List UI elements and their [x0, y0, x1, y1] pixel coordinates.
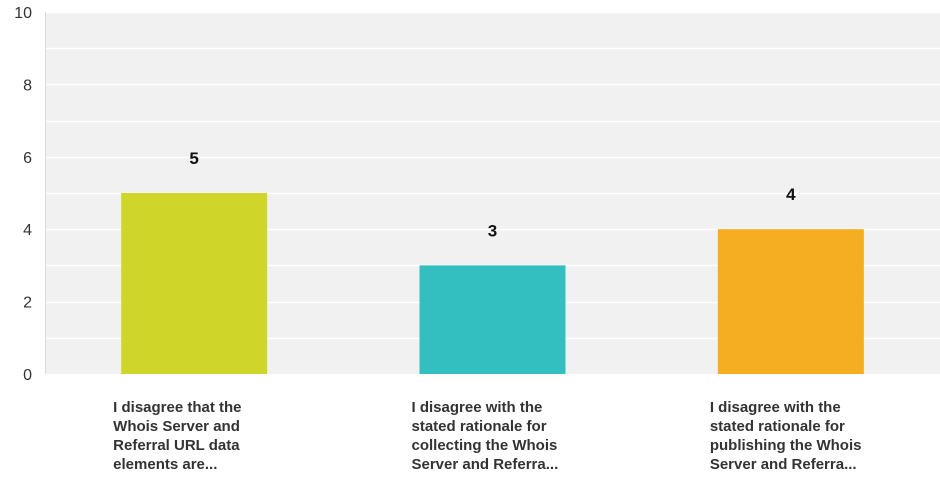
x-tick-label: I disagree with the stated rationale for… [411, 399, 559, 473]
y-tick-label: 0 [23, 367, 32, 384]
bar [419, 265, 566, 374]
bar [121, 193, 268, 374]
data-label: 4 [786, 185, 796, 204]
x-tick-label: I disagree that the Whois Server and Ref… [113, 399, 242, 473]
y-tick-label: 8 [23, 77, 32, 94]
data-label: 5 [189, 149, 198, 168]
y-tick-label: 2 [23, 295, 32, 312]
y-tick-label: 10 [14, 5, 32, 22]
data-label: 3 [488, 221, 497, 240]
bar [717, 229, 864, 374]
y-tick-label: 6 [23, 150, 32, 167]
x-tick-label: I disagree with the stated rationale for… [709, 399, 862, 473]
y-tick-label: 4 [23, 222, 32, 239]
